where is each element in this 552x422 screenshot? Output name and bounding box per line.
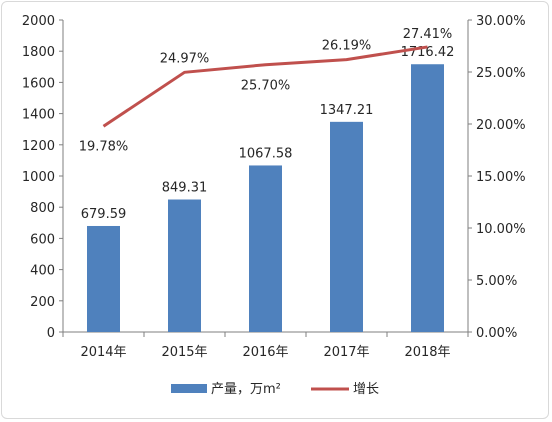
x-axis-tick-label: 2015年 [161, 345, 207, 360]
right-axis-tick-label: 30.00% [476, 14, 526, 29]
legend-line-label: 增长 [353, 382, 379, 397]
bar [330, 121, 363, 333]
right-axis-tick-label: 0.00% [476, 326, 517, 341]
line-data-label: 19.78% [79, 139, 129, 154]
x-axis-tick-label: 2014年 [80, 345, 126, 360]
right-axis-tick-label: 10.00% [476, 222, 526, 237]
bar [168, 199, 201, 332]
left-axis-tick-label: 200 [30, 295, 55, 310]
growth-line [102, 45, 428, 128]
left-axis-tick-label: 1200 [22, 139, 55, 154]
bar-data-label: 1067.58 [239, 146, 293, 161]
bar [411, 64, 444, 333]
x-axis-tick-label: 2017年 [323, 345, 369, 360]
left-axis-tick-label: 1600 [22, 76, 55, 91]
left-axis-tick-label: 1000 [22, 170, 55, 185]
legend-bar-label: 产量，万m² [211, 382, 281, 397]
right-axis-tick-label: 15.00% [476, 170, 526, 185]
line-data-label: 24.97% [160, 51, 210, 66]
left-axis-tick-label: 2000 [22, 14, 55, 29]
left-axis-tick-label: 800 [30, 201, 55, 216]
bar-data-label: 679.59 [81, 207, 127, 222]
left-axis-tick-label: 1800 [22, 45, 55, 60]
left-axis-tick-label: 1400 [22, 108, 55, 123]
x-axis-tick-label: 2016年 [242, 345, 288, 360]
bar [249, 165, 282, 332]
x-axis-tick-label: 2018年 [404, 345, 450, 360]
left-axis-tick-label: 400 [30, 264, 55, 279]
bar [87, 225, 120, 332]
line-data-label: 25.70% [241, 79, 291, 94]
line-data-label: 27.41% [403, 27, 453, 42]
left-axis-tick-label: 0 [47, 326, 55, 341]
right-axis-tick-label: 20.00% [476, 118, 526, 133]
right-axis-tick-label: 5.00% [476, 274, 517, 289]
left-axis-tick-label: 600 [30, 232, 55, 247]
right-axis-tick-label: 25.00% [476, 66, 526, 81]
line-data-label: 26.19% [322, 39, 372, 54]
bar-data-label: 1347.21 [320, 103, 374, 118]
bar-data-label: 849.31 [162, 181, 208, 196]
legend-bar-swatch [171, 384, 207, 393]
